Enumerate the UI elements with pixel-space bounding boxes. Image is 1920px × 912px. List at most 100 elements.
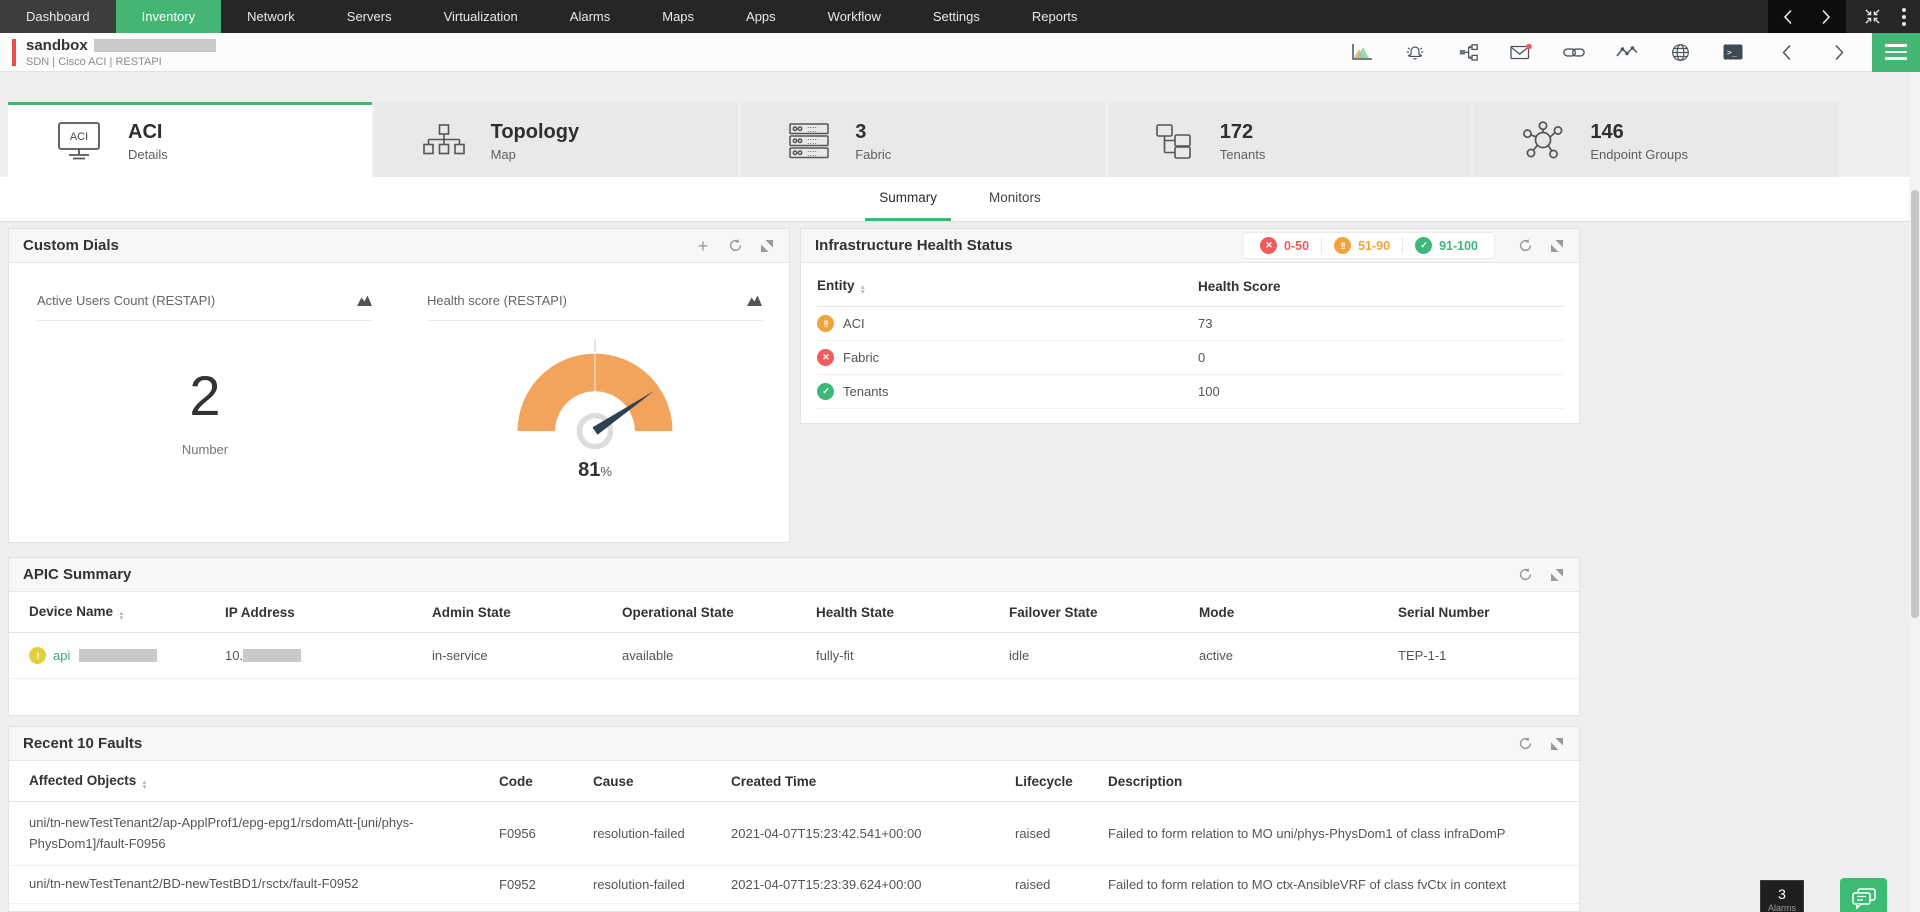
redacted-device-name [93,38,216,52]
affected-object: uni/tn-newTestTenant2/ap-ApplProf1/epg-e… [29,815,414,851]
alarms-label: Alarms [1767,903,1796,912]
critical-icon: ✕ [817,349,834,366]
alarm-bell-icon[interactable] [1404,42,1426,62]
expand-icon[interactable] [1549,238,1565,254]
refresh-icon[interactable] [1517,736,1533,752]
workflow-icon[interactable] [1457,42,1479,62]
sparkline-icon[interactable] [1616,42,1638,62]
performance-chart-icon[interactable] [1351,42,1373,62]
prev-device-icon[interactable] [1775,42,1797,62]
panel-title: Recent 10 Faults [23,735,143,752]
redacted-device-name [79,649,158,662]
tab-card-tenants[interactable]: 172 Tenants [1107,102,1472,177]
tab-card-aci-details[interactable]: ACI ACI Details [8,102,372,177]
redacted-ip [243,649,302,662]
column-health-state: Health State [816,604,895,620]
nav-item-workflow[interactable]: Workflow [827,9,881,24]
tab-monitors[interactable]: Monitors [989,190,1041,205]
nav-next-icon[interactable] [1816,7,1836,27]
tab-card-fabric[interactable]: :::: :::: :::: 3 Fabric [741,102,1105,177]
next-device-icon[interactable] [1828,42,1850,62]
fault-lifecycle: raised [1015,877,1051,892]
infra-health-table: Entity ▲ ▼ Health Score !! ACI 73 ✕ Fabric 0… [801,263,1579,423]
severity-accent-bar [12,38,16,66]
legend-critical: ✕ 0-50 [1248,237,1321,254]
divider [427,320,763,321]
aci-monitor-icon: ACI [56,121,102,161]
svg-text:::::: :::: [807,148,817,158]
globe-icon[interactable] [1669,42,1691,62]
nav-item-inventory[interactable]: Inventory [115,0,222,33]
top-navigation: Dashboard Inventory Network Servers Virt… [0,0,1920,33]
fault-cause: resolution-failed [593,877,685,892]
warning-icon: !! [817,315,834,332]
nav-item-servers[interactable]: Servers [346,9,392,24]
card-title: 172 [1219,120,1254,143]
expand-icon[interactable] [1549,736,1565,752]
check-icon: ✓ [1415,237,1433,254]
nav-item-dashboard[interactable]: Dashboard [0,0,116,33]
tab-card-endpoint-groups[interactable]: 146 Endpoint Groups [1474,102,1838,177]
nav-item-alarms[interactable]: Alarms [569,9,611,24]
nav-item-reports[interactable]: Reports [1031,9,1078,24]
add-dial-icon[interactable]: + [697,235,709,256]
refresh-icon[interactable] [1517,238,1533,254]
tab-card-topology-map[interactable]: Topology Map [374,102,739,177]
card-subtitle: Endpoint Groups [1590,146,1688,162]
refresh-icon[interactable] [1517,567,1533,583]
fault-description: Failed to form relation to MO ctx-Ansibl… [1108,877,1507,892]
nav-pager [1768,0,1846,33]
panel-title: APIC Summary [23,566,132,583]
column-affected-objects[interactable]: Affected Objects ▲ ▼ [29,772,148,791]
fabric-servers-icon: :::: :::: :::: [789,123,829,159]
chat-support-button[interactable] [1840,878,1887,912]
scrollbar-thumb[interactable] [1910,190,1919,618]
nav-item-apps[interactable]: Apps [746,9,776,24]
column-health-score: Health Score [1198,279,1281,294]
fault-lifecycle: raised [1015,826,1051,841]
nav-prev-icon[interactable] [1778,7,1798,27]
card-subtitle: Map [490,146,516,162]
sort-icon: ▲ ▼ [118,609,125,622]
entity-name: ACI [843,316,865,331]
column-entity[interactable]: Entity ▲ ▼ [817,278,866,296]
terminal-icon[interactable]: >_ [1722,42,1744,62]
nav-item-maps[interactable]: Maps [662,9,695,24]
menu-toggle-button[interactable] [1872,32,1920,72]
health-legend: ✕ 0-50 !! 51-90 ✓ 91-100 [1243,232,1495,259]
main-content: Custom Dials + Active Users Count (RESTA… [0,222,1920,912]
refresh-icon[interactable] [727,238,743,254]
health-state: fully-fit [816,648,854,663]
mini-chart-icon[interactable] [746,294,763,307]
legend-warning: !! 51-90 [1321,237,1402,254]
sort-icon: ▲ ▼ [859,284,866,296]
nav-item-virtualization[interactable]: Virtualization [443,9,518,24]
card-title: 146 [1590,120,1624,143]
tab-summary[interactable]: Summary [865,177,951,221]
device-name-link[interactable]: api [53,648,71,663]
link-icon[interactable] [1563,42,1585,62]
apic-summary-panel: APIC Summary Device Name ▲ ▼ IP Address Ad… [8,557,1580,716]
fault-created-time: 2021-04-07T15:23:42.541+00:00 [731,826,922,841]
mini-chart-icon[interactable] [356,294,373,307]
dial-active-users: Active Users Count (RESTAPI) 2 Number [9,277,399,482]
nav-item-settings[interactable]: Settings [932,9,980,24]
column-device-name[interactable]: Device Name ▲ ▼ [29,603,125,622]
vertical-scrollbar [1909,72,1920,912]
expand-icon[interactable] [1549,567,1565,583]
alarms-count: 3 [1778,886,1786,902]
device-header-bar: sandbox SDN | Cisco ACI | RESTAPI [0,32,1920,72]
expand-icon[interactable] [759,238,775,254]
more-menu-icon[interactable] [1892,7,1920,26]
mail-icon[interactable] [1510,42,1532,62]
topology-icon [422,124,465,158]
view-tabs: Summary Monitors [0,177,1920,222]
nav-controls [1768,0,1920,33]
card-subtitle: Details [128,146,168,162]
admin-state: in-service [432,648,488,663]
exit-fullscreen-icon[interactable] [1862,7,1882,27]
dial-title: Health score (RESTAPI) [427,293,567,308]
nav-item-network[interactable]: Network [247,9,295,24]
alarms-badge[interactable]: 3 Alarms [1760,880,1804,912]
endpoint-groups-icon [1522,121,1564,161]
